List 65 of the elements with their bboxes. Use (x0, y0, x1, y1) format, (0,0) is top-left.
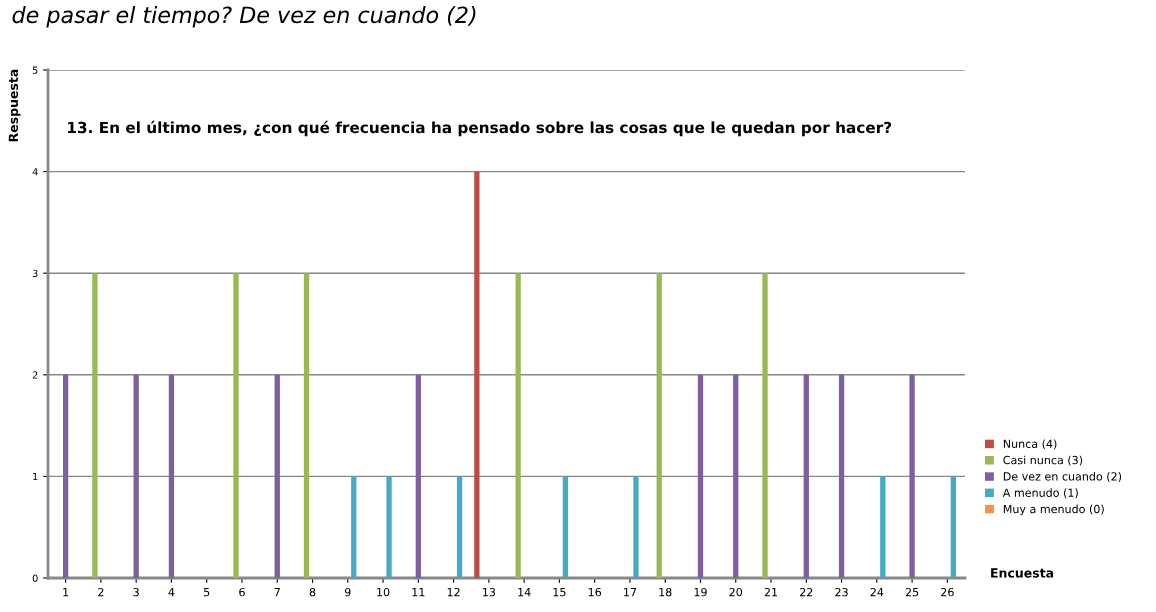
x-tick-label: 18 (659, 587, 672, 597)
x-tick-label: 12 (447, 587, 460, 597)
x-tick-label: 10 (377, 587, 390, 597)
x-tick-label: 11 (412, 588, 425, 597)
bar (633, 476, 639, 578)
bar (562, 476, 569, 578)
text: 13. En el último mes, ¿con qué frecuencia ha pensado sobre las cosas que le quedan por hacer? (68, 120, 892, 137)
x-tick-label: 5 (204, 588, 210, 597)
bar (838, 374, 845, 578)
x-axis-title: Encuesta (991, 568, 1054, 578)
bar (351, 476, 357, 578)
bar (950, 476, 957, 578)
legend-label: Casi nunca (3) (1003, 455, 1083, 466)
x-tick-label: 13 (483, 587, 496, 597)
x-tick-label: 4 (168, 588, 175, 597)
x-tick-label: 26 (941, 587, 954, 597)
bar (909, 374, 915, 578)
legend-label: De vez en cuando (2) (1003, 471, 1122, 482)
bar (474, 171, 480, 578)
x-tick-label: 16 (588, 587, 602, 597)
bar (133, 374, 139, 578)
bar (303, 273, 310, 578)
bar (415, 374, 421, 578)
bar (386, 476, 392, 578)
bar (880, 476, 886, 578)
bar (456, 476, 463, 578)
y-tick-label: 2 (32, 371, 38, 379)
x-tick-label: 24 (870, 587, 884, 597)
bar (274, 374, 280, 578)
x-tick-label: 14 (518, 588, 531, 597)
x-tick-label: 2 (98, 587, 104, 597)
y-tick-label: 3 (32, 269, 38, 278)
y-tick-label: 0 (32, 574, 38, 582)
x-tick-label: 9 (344, 587, 351, 597)
bar (697, 374, 704, 578)
text: de pasar el tiempo? De vez en cuando (2) (12, 6, 476, 28)
x-tick-label: 19 (694, 587, 707, 597)
bar (62, 374, 69, 578)
bar (803, 374, 809, 578)
x-tick-label: 17 (624, 588, 637, 597)
legend-label: A menudo (1) (1002, 488, 1078, 499)
x-tick-label: 23 (835, 587, 848, 597)
bar (762, 273, 768, 578)
y-tick-label: 4 (32, 168, 38, 176)
y-axis-title: Respuesta (8, 69, 21, 142)
x-tick-label: 3 (133, 587, 139, 597)
x-tick-label: 1 (63, 588, 69, 597)
bar (168, 374, 175, 578)
bar (733, 374, 739, 578)
bar (656, 273, 662, 578)
legend-label: Nunca (4) (1003, 439, 1057, 450)
x-tick-label: 21 (764, 587, 778, 597)
x-tick-label: 25 (905, 587, 919, 597)
x-tick-label: 8 (309, 587, 316, 597)
x-tick-label: 20 (729, 587, 743, 597)
bar (92, 273, 98, 578)
y-tick-label: 1 (33, 473, 38, 481)
x-tick-label: 22 (800, 587, 813, 597)
y-tick-label: 5 (32, 66, 38, 74)
x-tick-label: 15 (553, 588, 566, 597)
x-tick-label: 7 (274, 588, 280, 597)
bar (515, 273, 521, 578)
legend-label: Muy a menudo (0) (1003, 504, 1104, 516)
bar (233, 273, 239, 578)
x-tick-label: 6 (239, 587, 245, 597)
